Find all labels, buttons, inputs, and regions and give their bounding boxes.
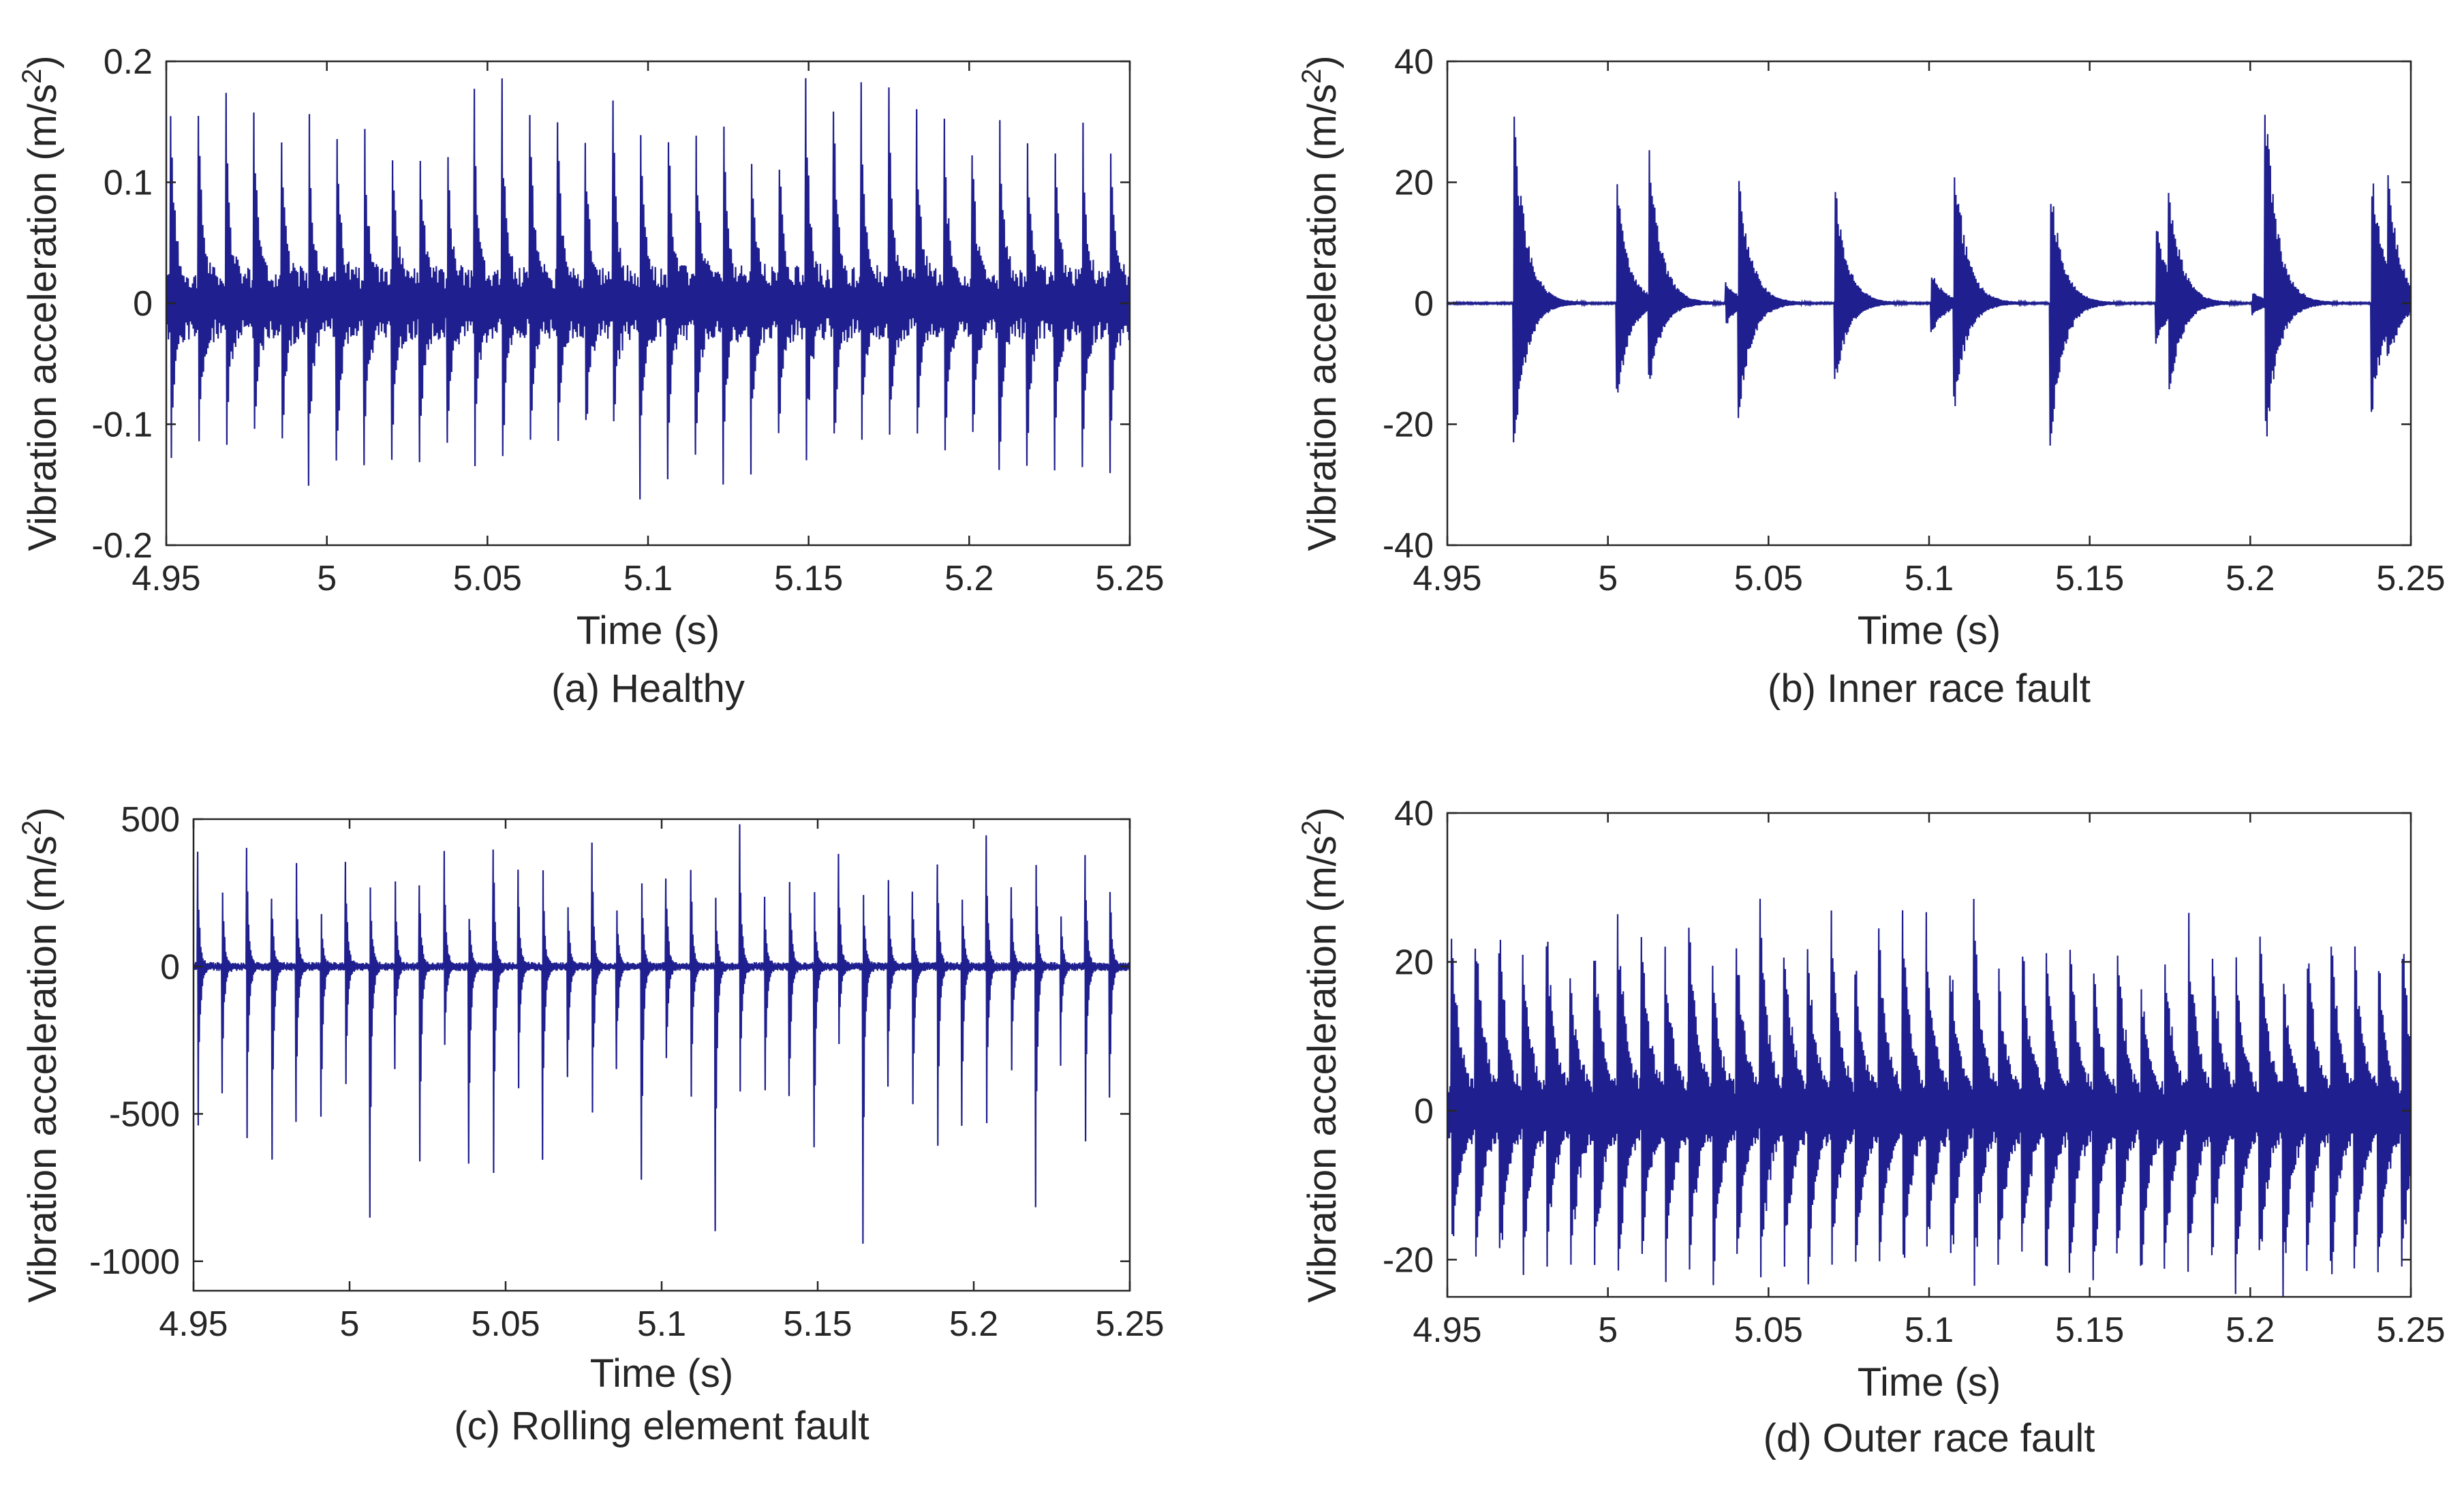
panel-outer: 4.95 5 5.05 5.1 5.15 5.2 5.25 -20 0 20 40 Time (s) V… [1297, 794, 2446, 1460]
y-tick-label: -20 [1383, 1240, 1434, 1280]
y-tick-label: 0.1 [104, 164, 153, 203]
x-tick-label: 4.95 [159, 1304, 228, 1344]
x-tick-label: 5.2 [2226, 559, 2275, 598]
y-tick-label: 0 [160, 947, 180, 987]
panel-inner: 4.95 5 5.05 5.1 5.15 5.2 5.25 -40 -20 0 20 40 Time (… [1297, 42, 2446, 711]
series-line-rolling [194, 824, 1130, 1244]
y-tick-label: -1000 [89, 1242, 180, 1282]
x-tick-label: 5.2 [949, 1304, 998, 1344]
y-axis-label-close: ) [1300, 807, 1344, 820]
y-tick-label: 40 [1394, 42, 1434, 82]
x-tick-label: 5.15 [774, 559, 843, 598]
y-tick-label: 20 [1394, 942, 1434, 982]
y-axis-label: Vibration acceleration (m/s2) [17, 807, 65, 1302]
y-axis-label: Vibration acceleration (m/s2) [1297, 807, 1344, 1302]
panel-rolling: 4.95 5 5.05 5.1 5.15 5.2 5.25 -1000 -500 0 500 Time… [17, 800, 1165, 1448]
x-tick-label: 5.05 [471, 1304, 540, 1344]
x-tick-label: 4.95 [1413, 559, 1481, 598]
y-axis-label-superscript: 2 [17, 821, 47, 836]
panel-caption: (a) Healthy [551, 666, 745, 711]
x-tick-label: 5.2 [944, 559, 994, 598]
x-tick-label: 5.25 [2376, 559, 2445, 598]
x-tick-label: 5.05 [453, 559, 522, 598]
x-axis-label: Time (s) [1858, 1360, 2001, 1405]
x-tick-label: 5 [340, 1304, 360, 1344]
y-tick-label: 0.2 [104, 42, 153, 82]
x-tick-label: 5.25 [1095, 559, 1164, 598]
x-tick-label: 5 [1598, 1310, 1618, 1350]
x-tick-label: 5.05 [1734, 1310, 1803, 1350]
x-tick-label: 5.25 [1095, 1304, 1164, 1344]
y-axis-label-main: Vibration acceleration (m/s [1300, 836, 1344, 1303]
series-line-healthy [166, 78, 1130, 500]
y-tick-label: 20 [1394, 164, 1434, 203]
panel-caption: (b) Inner race fault [1768, 666, 2091, 711]
panel-healthy: 4.95 5 5.05 5.1 5.15 5.2 5.25 -0.2 -0.1 0 0.1 0.2 Ti… [17, 42, 1165, 711]
y-axis-label-superscript: 2 [1297, 821, 1327, 836]
x-axis-label: Time (s) [576, 609, 720, 653]
y-axis-label-superscript: 2 [17, 69, 47, 84]
x-tick-label: 5.2 [2226, 1310, 2275, 1350]
y-tick-label: 0 [1414, 1092, 1434, 1131]
y-tick-label: 40 [1394, 794, 1434, 833]
y-tick-label: 500 [121, 800, 180, 840]
series-line-inner [1447, 114, 2411, 446]
panel-caption: (c) Rolling element fault [454, 1404, 869, 1448]
x-tick-label: 5.15 [2055, 1310, 2124, 1350]
x-tick-label: 5.15 [783, 1304, 852, 1344]
series-line-outer [1447, 898, 2411, 1297]
x-tick-label: 5.15 [2055, 559, 2124, 598]
y-tick-label: -40 [1383, 526, 1434, 566]
y-axis-label-close: ) [20, 55, 65, 68]
y-tick-label: -0.1 [91, 405, 153, 445]
x-axis-label: Time (s) [1858, 609, 2001, 653]
y-axis-label-main: Vibration acceleration (m/s [1300, 84, 1344, 551]
x-tick-label: 5.1 [1905, 1310, 1954, 1350]
y-axis-label-superscript: 2 [1297, 69, 1327, 84]
y-axis-label-main: Vibration acceleration (m/s [20, 836, 65, 1303]
x-axis-label: Time (s) [590, 1351, 733, 1396]
panel-caption: (d) Outer race fault [1764, 1416, 2095, 1460]
x-tick-label: 5 [317, 559, 337, 598]
y-tick-label: -500 [109, 1095, 180, 1135]
x-tick-label: 5.25 [2376, 1310, 2445, 1350]
y-axis-label-close: ) [20, 807, 65, 820]
plot-frame [192, 818, 1131, 1292]
y-axis-label: Vibration acceleration (m/s2) [1297, 55, 1344, 551]
y-tick-label: -20 [1383, 405, 1434, 445]
x-tick-label: 5.1 [637, 1304, 686, 1344]
x-tick-label: 5.1 [1905, 559, 1954, 598]
y-axis-label: Vibration acceleration (m/s2) [17, 55, 65, 551]
y-tick-label: -0.2 [91, 526, 153, 566]
x-tick-label: 5.05 [1734, 559, 1803, 598]
x-tick-label: 5 [1598, 559, 1618, 598]
x-tick-label: 5.1 [623, 559, 673, 598]
y-tick-label: 0 [133, 284, 153, 324]
y-axis-label-close: ) [1300, 55, 1344, 68]
y-tick-label: 0 [1414, 284, 1434, 324]
x-tick-label: 4.95 [132, 559, 200, 598]
x-tick-label: 4.95 [1413, 1310, 1481, 1350]
y-axis-label-main: Vibration acceleration (m/s [20, 84, 65, 551]
